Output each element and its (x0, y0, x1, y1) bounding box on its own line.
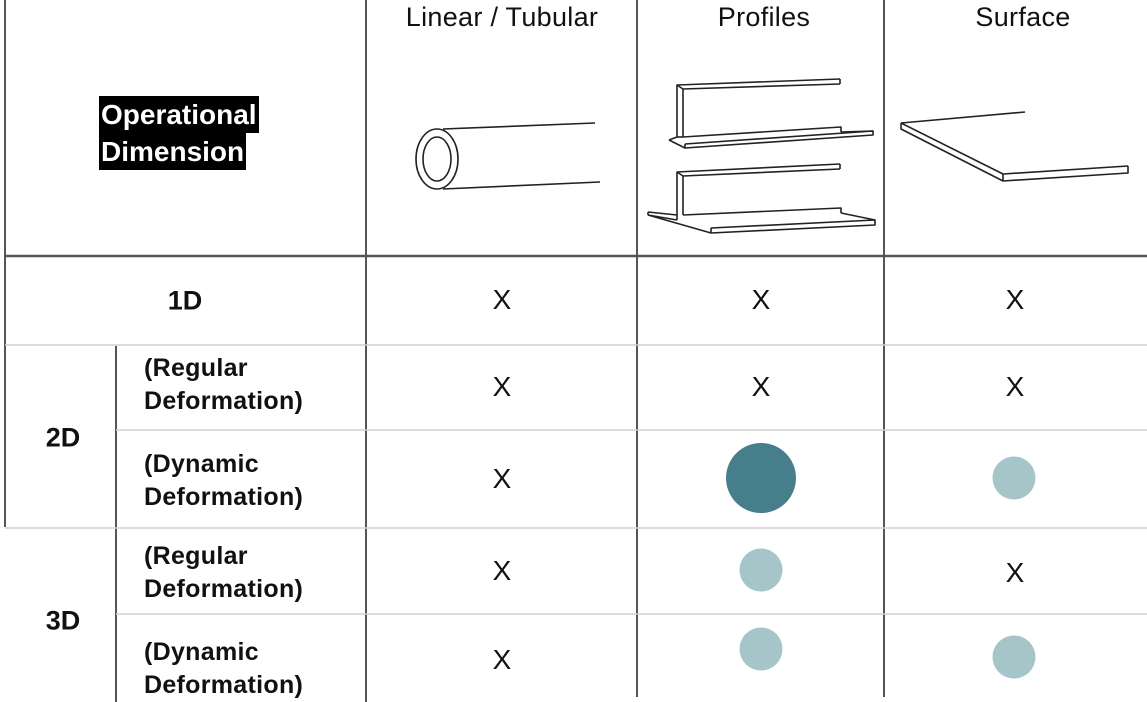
cell-2d-dynamic-surface-circle-small (992, 456, 1036, 500)
cell-2d-regular-linear: X (492, 371, 512, 402)
row-2d-regular-line2: Deformation) (144, 387, 304, 415)
dimension-1d: 1D (167, 285, 203, 316)
row-2d-dynamic-line2: Deformation) (144, 483, 304, 511)
row-3d-regular-line2: Deformation) (144, 575, 304, 603)
cell-1d-profiles: X (751, 284, 771, 315)
cell-2d-dynamic-profiles-circle-large (726, 443, 796, 513)
row-2d-regular-label: (Regular Deformation) (144, 352, 303, 418)
cell-3d-dynamic-profiles-circle-small (739, 627, 783, 671)
row-3d-dynamic-label: (Dynamic Deformation) (144, 636, 303, 702)
profiles-icon (647, 78, 876, 234)
cell-3d-regular-profiles-circle-small (739, 548, 783, 592)
cell-1d-linear: X (492, 284, 512, 315)
cell-2d-dynamic-linear: X (492, 463, 512, 494)
cell-3d-regular-surface: X (1005, 557, 1025, 588)
column-header-linear-tubular: Linear / Tubular (405, 2, 599, 32)
dimension-3d: 3D (45, 605, 81, 636)
row-3d-dynamic-line2: Deformation) (144, 671, 304, 699)
tube-icon (415, 122, 601, 190)
row-3d-regular-line1: (Regular (144, 542, 248, 570)
row-3d-dynamic-line1: (Dynamic (144, 638, 259, 666)
operational-label-line1: Operational (99, 96, 259, 133)
cell-1d-surface: X (1005, 284, 1025, 315)
row-3d-regular-label: (Regular Deformation) (144, 540, 303, 606)
dimension-2d: 2D (45, 422, 81, 453)
cell-2d-regular-surface: X (1005, 371, 1025, 402)
row-2d-regular-line1: (Regular (144, 354, 248, 382)
cell-3d-dynamic-surface-circle-small (992, 635, 1036, 679)
operational-label-line2: Dimension (99, 133, 247, 170)
row-2d-dynamic-line1: (Dynamic (144, 450, 259, 478)
cell-3d-regular-linear: X (492, 555, 512, 586)
cell-2d-regular-profiles: X (751, 371, 771, 402)
column-header-surface: Surface (975, 2, 1071, 32)
cell-3d-dynamic-linear: X (492, 644, 512, 675)
operational-dimension-label: Operational Dimension (99, 96, 259, 170)
surface-sheet-icon (900, 111, 1129, 182)
row-2d-dynamic-label: (Dynamic Deformation) (144, 448, 303, 514)
column-header-profiles: Profiles (717, 2, 811, 32)
